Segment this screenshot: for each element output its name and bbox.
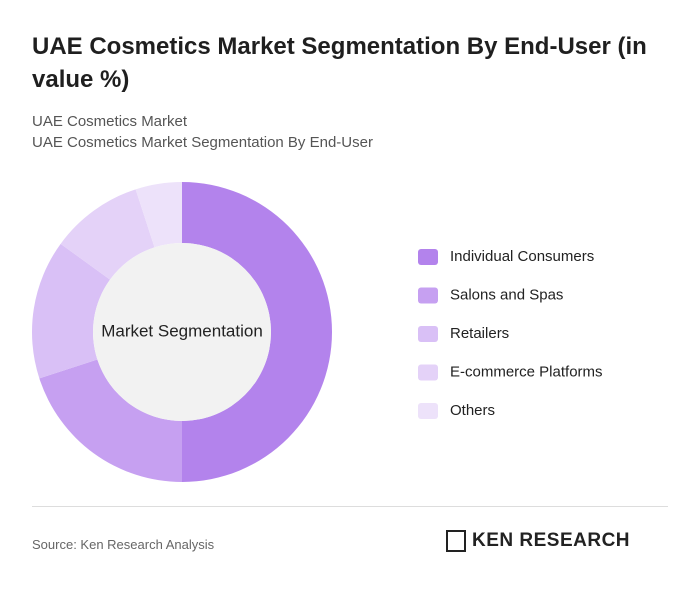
legend-swatch bbox=[418, 326, 438, 342]
legend-label: Others bbox=[450, 402, 495, 419]
donut-slice bbox=[135, 182, 182, 248]
legend-swatch bbox=[418, 287, 438, 304]
source: Source: Ken Research Analysis bbox=[32, 537, 215, 552]
donut-slice bbox=[39, 359, 182, 482]
subtitle: UAE Cosmetics Market bbox=[32, 113, 188, 130]
legend-label: Salons and Spas bbox=[450, 286, 563, 303]
chart-title: UAE Cosmetics Market Segmentation By End… bbox=[32, 33, 647, 93]
subtitle: UAE Cosmetics Market Segmentation By End… bbox=[32, 134, 373, 151]
brand-logo: KEN RESEARCH bbox=[446, 530, 630, 552]
logo-icon bbox=[446, 530, 466, 552]
divider bbox=[32, 506, 668, 507]
legend-swatch bbox=[418, 403, 438, 419]
donut-slice bbox=[32, 243, 110, 379]
legend-label: Individual Consumers bbox=[450, 248, 594, 265]
center-label: Market Segmentation bbox=[101, 321, 263, 340]
legend-swatch bbox=[418, 364, 438, 381]
legend-swatch bbox=[418, 249, 438, 265]
donut-slice bbox=[60, 189, 155, 280]
donut-slice bbox=[182, 182, 332, 482]
legend-label: Retailers bbox=[450, 325, 509, 342]
brand-name: KEN RESEARCH bbox=[472, 530, 631, 551]
donut-hole bbox=[93, 243, 271, 421]
legend-label: E-commerce Platforms bbox=[450, 363, 603, 380]
